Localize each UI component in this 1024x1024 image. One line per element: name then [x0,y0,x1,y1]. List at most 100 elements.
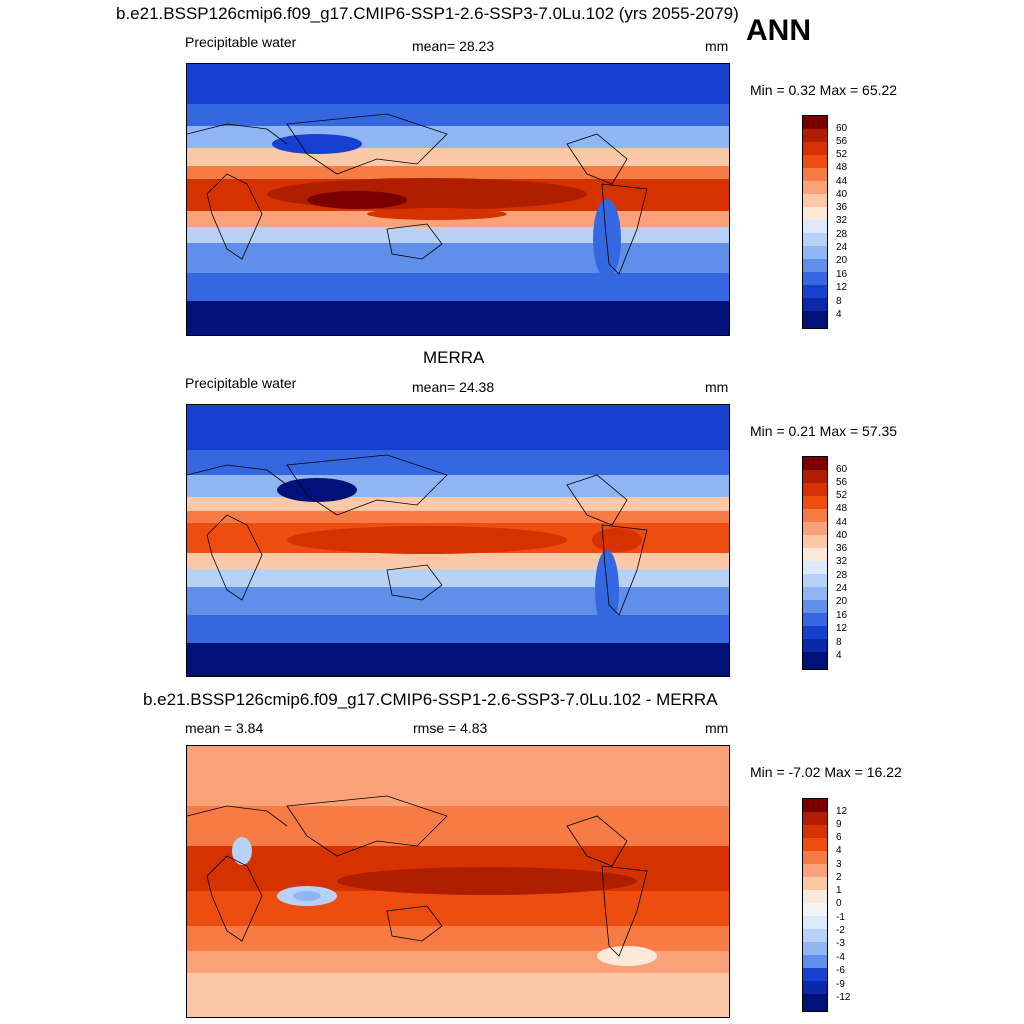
panel1-colorbar-label: 28 [836,229,848,240]
panel1-mean-label: mean= 28.23 [412,38,495,54]
panel1-colorbar-segment [803,194,827,207]
panel3-colorbar-label: 2 [836,872,842,883]
panel1-colorbar-segment [803,181,827,194]
panel2-colorbar-label: 60 [836,464,848,475]
panel3-colorbar-label: 12 [836,806,848,817]
panel3-colorbar-segment [803,851,827,864]
panel2-colorbar-segment [803,535,827,548]
panel2-colorbar-segment [803,483,827,496]
panel3-colorbar-segment [803,955,827,968]
panel2-colorbar-label: 8 [836,637,842,648]
panel1-colorbar-label: 44 [836,176,848,187]
panel2-colorbar-segment [803,626,827,639]
panel3-colorbar-segment [803,864,827,877]
panel2-colorbar-segment [803,509,827,522]
panel3-colorbar-segment [803,838,827,851]
panel2-colorbar-segment [803,587,827,600]
panel3-colorbar-label: 1 [836,885,842,896]
panel2-colorbar-segment [803,561,827,574]
panel2-colorbar-label: 24 [836,583,848,594]
panel3-colorbar-segment [803,799,827,812]
panel3-colorbar-segment [803,994,827,1011]
panel3-colorbar-label: -3 [836,938,845,949]
panel1-colorbar-segment [803,168,827,181]
panel1-colorbar-label: 8 [836,296,842,307]
panel3-colorbar-label: 6 [836,832,842,843]
panel1-colorbar-label: 16 [836,269,848,280]
panel1-colorbar-segment [803,285,827,298]
panel1-colorbar-segment [803,246,827,259]
panel3-map [186,745,730,1018]
panel3-colorbar-segment [803,942,827,955]
panel3-colorbar-segment [803,903,827,916]
panel1-colorbar-segment [803,220,827,233]
panel3-colorbar-segment [803,968,827,981]
panel3-colorbar-segment [803,890,827,903]
panel1-colorbar-segment [803,311,827,328]
panel2-colorbar-label: 52 [836,490,848,501]
panel1-colorbar-label: 56 [836,136,848,147]
panel2-units: mm [705,379,729,395]
panel2-minmax: Min = 0.21 Max = 57.35 [750,423,898,439]
panel3-colorbar-segment [803,877,827,890]
panel2-colorbar-segment [803,548,827,561]
panel2-colorbar-label: 48 [836,503,848,514]
panel3-units: mm [705,720,729,736]
panel2-colorbar-label: 36 [836,543,848,554]
panel1-map [186,63,730,336]
panel2-colorbar [802,456,828,670]
panel1-units: mm [705,38,729,54]
panel3-colorbar-label: -12 [836,992,851,1003]
panel1-colorbar [802,115,828,329]
panel3-colorbar-label: -4 [836,952,845,963]
panel2-colorbar-label: 16 [836,610,848,621]
panel3-colorbar-segment [803,916,827,929]
panel2-mean-label: mean= 24.38 [412,379,495,395]
panel1-colorbar-segment [803,142,827,155]
panel1-colorbar-label: 40 [836,189,848,200]
panel3-minmax: Min = -7.02 Max = 16.22 [750,764,902,780]
panel2-map [186,404,730,677]
panel3-colorbar-label: -1 [836,912,845,923]
panel3-rmse-label: rmse = 4.83 [413,720,488,736]
panel3-colorbar-label: 0 [836,898,842,909]
panel2-colorbar-label: 20 [836,596,848,607]
panel1-colorbar-segment [803,116,827,129]
panel2-colorbar-label: 32 [836,556,848,567]
panel2-colorbar-label: 12 [836,623,848,634]
panel3-colorbar-label: -6 [836,965,845,976]
panel1-colorbar-segment [803,207,827,220]
panel2-colorbar-segment [803,457,827,470]
panel2-colorbar-label: 44 [836,517,848,528]
figure-title: b.e21.BSSP126cmip6.f09_g17.CMIP6-SSP1-2.… [116,4,739,23]
panel2-title: MERRA [423,348,485,367]
panel2-variable-label: Precipitable water [185,375,297,391]
panel2-colorbar-segment [803,522,827,535]
panel2-colorbar-segment [803,496,827,509]
panel2-colorbar-segment [803,613,827,626]
panel1-colorbar-segment [803,155,827,168]
panel3-colorbar-segment [803,812,827,825]
panel3-colorbar-label: -2 [836,925,845,936]
panel2-colorbar-label: 40 [836,530,848,541]
panel3-colorbar-label: -9 [836,979,845,990]
panel1-colorbar-label: 32 [836,215,848,226]
panel2-colorbar-segment [803,574,827,587]
panel3-title: b.e21.BSSP126cmip6.f09_g17.CMIP6-SSP1-2.… [143,690,718,709]
panel1-colorbar-segment [803,233,827,246]
panel1-colorbar-label: 60 [836,123,848,134]
panel1-colorbar-label: 4 [836,309,842,320]
panel1-colorbar-label: 24 [836,242,848,253]
panel2-colorbar-label: 4 [836,650,842,661]
panel3-colorbar-label: 9 [836,819,842,830]
panel1-colorbar-label: 12 [836,282,848,293]
panel2-colorbar-segment [803,639,827,652]
panel1-colorbar-segment [803,298,827,311]
panel3-colorbar-segment [803,981,827,994]
panel2-colorbar-segment [803,470,827,483]
panel1-colorbar-segment [803,129,827,142]
panel2-colorbar-label: 28 [836,570,848,581]
panel3-colorbar-segment [803,929,827,942]
panel1-colorbar-label: 36 [836,202,848,213]
panel3-colorbar-label: 3 [836,859,842,870]
